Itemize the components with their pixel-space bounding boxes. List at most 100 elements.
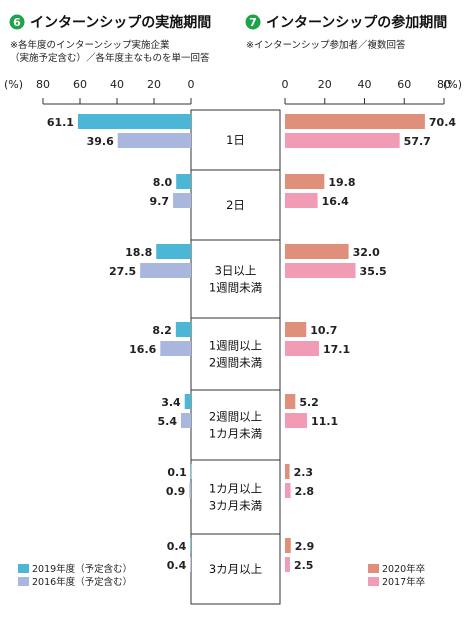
left-tick-label-1: 60 [73, 78, 87, 91]
left-value-label-s0-c2: 18.8 [125, 246, 152, 259]
left-bar-s0-c2 [156, 244, 191, 259]
right-bar-s0-c6 [285, 538, 291, 553]
category-label-1-0: 2日 [226, 198, 245, 212]
category-label-2-1: 1週間未満 [209, 281, 262, 295]
left-value-label-s1-c4: 5.4 [158, 415, 178, 428]
right-bar-s0-c2 [285, 244, 349, 259]
right-value-label-s1-c3: 17.1 [323, 343, 350, 356]
right-value-label-s1-c5: 2.8 [295, 485, 315, 498]
chart-note-2-0: ※インターンシップ参加者／複数回答 [246, 39, 406, 51]
chart-headers: 6 インターンシップの実施期間 ※各年度のインターンシップ実施企業（実施予定含む）／… [9, 14, 447, 64]
left-bar-s0-c0 [77, 114, 191, 129]
right-value-label-s0-c2: 32.0 [353, 246, 380, 259]
left-bar-s1-c2 [140, 263, 191, 278]
right-value-label-s1-c6: 2.5 [294, 559, 314, 572]
right-bar-s0-c4 [285, 394, 296, 409]
right-tick-label-4: 80 [437, 78, 451, 91]
left-value-label-s0-c5: 0.1 [167, 466, 187, 479]
right-value-label-s0-c3: 10.7 [310, 324, 337, 337]
section-number-2: 7 [249, 16, 257, 29]
left-bar-s1-c4 [181, 413, 191, 428]
left-bar-s1-c0 [117, 133, 191, 148]
left-tick-label-4: 0 [188, 78, 195, 91]
right-bar-s1-c4 [285, 413, 308, 428]
right-value-label-s1-c0: 57.7 [404, 135, 431, 148]
right-bar-s1-c2 [285, 263, 356, 278]
right-value-label-s0-c1: 19.8 [328, 176, 355, 189]
left-value-label-s1-c5: 0.9 [166, 485, 186, 498]
left-value-label-s0-c4: 3.4 [161, 396, 181, 409]
left-tick-label-2: 40 [110, 78, 124, 91]
right-value-label-s0-c5: 2.3 [294, 466, 314, 479]
left-value-label-s1-c2: 27.5 [109, 265, 136, 278]
left-value-label-s1-c6: 0.4 [167, 559, 187, 572]
category-label-5-1: 3カ月未満 [209, 499, 262, 513]
category-label-3-1: 2週間未満 [209, 356, 262, 370]
right-tick-label-3: 60 [397, 78, 411, 91]
left-value-label-s1-c0: 39.6 [87, 135, 114, 148]
section-number-badge-2 [245, 14, 261, 30]
right-value-label-s1-c4: 11.1 [311, 415, 338, 428]
right-bar-s0-c3 [285, 322, 307, 337]
category-label-0-0: 1日 [226, 133, 245, 147]
section-number-badge-1 [9, 14, 25, 30]
right-legend-label-0: 2020年卒 [382, 563, 425, 575]
left-value-label-s0-c1: 8.0 [153, 176, 173, 189]
category-label-6-0: 3カ月以上 [209, 562, 262, 576]
right-bar-s0-c5 [285, 464, 290, 479]
left-legend-label-1: 2016年度（予定含む） [32, 576, 132, 588]
right-bar-s1-c0 [285, 133, 400, 148]
right-tick-label-1: 20 [318, 78, 332, 91]
category-label-2-0: 3日以上 [215, 264, 257, 278]
right-bar-s1-c1 [285, 193, 318, 208]
chart-axes: (%) 80 60 40 20 0 0 20 40 60 80(%) [4, 78, 462, 105]
left-legend-swatch-0 [18, 564, 29, 573]
right-value-label-s1-c1: 16.4 [322, 195, 349, 208]
category-label-4-1: 1カ月未満 [209, 427, 262, 441]
left-value-label-s0-c0: 61.1 [47, 116, 74, 129]
right-bar-s0-c1 [285, 174, 325, 189]
category-boxes: 1日 2日 3日以上 1週間未満 1週間以上 2週間未満 2週間以上 1カ月未満 1カ月以上 3カ… [190, 109, 281, 605]
left-bar-s0-c3 [175, 322, 191, 337]
left-unit-label: (%) [4, 78, 23, 91]
category-label-4-0: 2週間以上 [209, 410, 262, 424]
category-column-frame [190, 109, 281, 605]
left-bar-s0-c6 [190, 538, 191, 553]
right-tick-label-2: 40 [358, 78, 372, 91]
section-number-1: 6 [13, 16, 21, 29]
chart-title-1: インターンシップの実施期間 [30, 14, 211, 31]
left-bar-s0-c5 [190, 464, 192, 479]
left-value-label-s1-c3: 16.6 [129, 343, 156, 356]
left-bar-s0-c1 [176, 174, 191, 189]
left-value-label-s0-c3: 8.2 [152, 324, 172, 337]
left-value-label-s0-c6: 0.4 [167, 540, 187, 553]
right-value-label-s0-c4: 5.2 [299, 396, 319, 409]
category-label-5-0: 1カ月以上 [209, 482, 262, 496]
right-legend-swatch-1 [368, 577, 379, 586]
right-value-label-s0-c6: 2.9 [295, 540, 315, 553]
chart-title-2: インターンシップの参加期間 [266, 14, 447, 31]
left-tick-label-0: 80 [36, 78, 50, 91]
right-bar-s1-c3 [285, 341, 319, 356]
right-bar-s0-c0 [285, 114, 425, 129]
right-legend-label-1: 2017年卒 [382, 576, 425, 588]
left-legend-swatch-1 [18, 577, 29, 586]
right-legend-swatch-0 [368, 564, 379, 573]
right-tick-label-0: 0 [282, 78, 289, 91]
chart-bars [77, 114, 425, 572]
left-bar-s0-c4 [184, 394, 191, 409]
value-labels: 61.1 8.0 18.8 8.2 3.4 0.1 0.4 39.6 9.7 27.5 16.6 5.… [47, 116, 457, 572]
left-bar-s1-c3 [160, 341, 191, 356]
left-bar-s1-c5 [189, 483, 191, 498]
right-unit-label: (%) [443, 78, 462, 91]
left-bar-s1-c1 [173, 193, 191, 208]
right-value-label-s0-c0: 70.4 [429, 116, 456, 129]
chart-note-1-1: （実施予定含む）／各年度主なものを単一回答 [10, 52, 210, 64]
right-bar-s1-c6 [285, 557, 290, 572]
left-value-label-s1-c1: 9.7 [150, 195, 170, 208]
left-legend-label-0: 2019年度（予定含む） [32, 563, 132, 575]
chart-note-1-0: ※各年度のインターンシップ実施企業 [10, 39, 170, 51]
right-bar-s1-c5 [285, 483, 291, 498]
